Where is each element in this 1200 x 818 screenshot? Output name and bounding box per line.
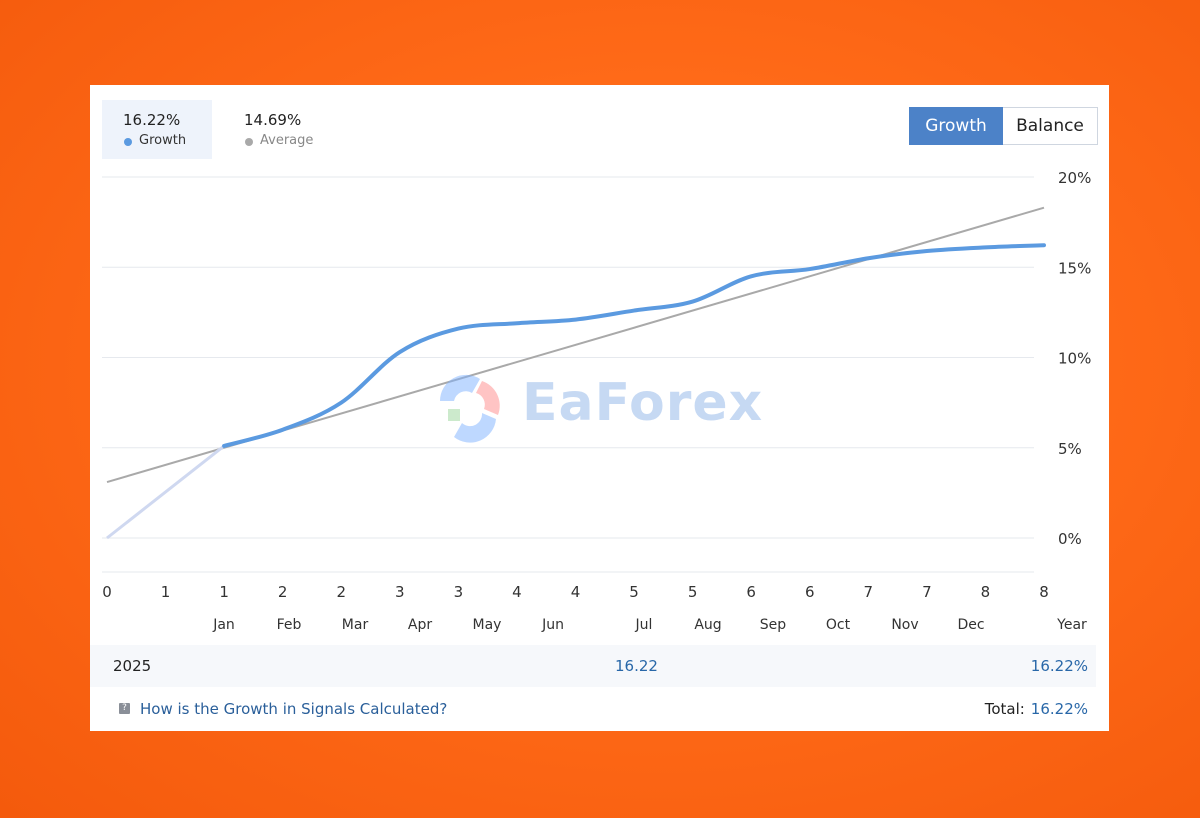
x-tick-label: 5 [629, 583, 639, 601]
month-label: Year [1056, 617, 1087, 633]
month-label: Apr [408, 617, 432, 633]
watermark-text: EaForex [522, 373, 764, 433]
watermark: EaForex [430, 371, 770, 445]
month-label: Jun [541, 617, 564, 633]
x-tick-label: 0 [102, 583, 112, 601]
y-tick-label: 20% [1058, 169, 1091, 187]
x-tick-label: 6 [746, 583, 756, 601]
x-tick-label: 4 [571, 583, 581, 601]
month-label: Feb [277, 617, 302, 633]
month-label: Sep [760, 617, 787, 633]
growth-dot-icon [124, 138, 132, 146]
x-tick-label: 3 [454, 583, 464, 601]
month-label: Mar [342, 617, 369, 633]
help-icon[interactable]: ? [119, 703, 130, 714]
balance-toggle-button[interactable]: Balance [1003, 107, 1098, 145]
total-summary: Total: 16.22% [985, 700, 1088, 718]
x-tick-label: 6 [805, 583, 815, 601]
summary-year: 2025 [113, 657, 152, 675]
total-label: Total: [984, 700, 1025, 718]
y-tick-label: 5% [1058, 440, 1082, 458]
month-label: Dec [957, 617, 984, 633]
growth-series-start-segment [106, 444, 226, 540]
summary-value: 16.22 [615, 657, 658, 675]
summary-total: 16.22% [1030, 657, 1088, 675]
growth-stat-value: 16.22% [123, 111, 181, 129]
month-label: Aug [694, 617, 721, 633]
chart-card: 16.22% Growth 14.69% Average Growth Bala… [90, 85, 1109, 731]
growth-stat-label: Growth [139, 133, 187, 148]
average-stat-value: 14.69% [244, 111, 302, 129]
x-tick-label: 7 [922, 583, 932, 601]
month-label: Oct [826, 617, 851, 633]
growth-stat[interactable]: 16.22% Growth [102, 100, 212, 159]
growth-series-line [222, 243, 1046, 448]
y-tick-label: 15% [1058, 259, 1091, 277]
help-link[interactable]: How is the Growth in Signals Calculated? [140, 700, 448, 718]
x-tick-label: 4 [512, 583, 522, 601]
x-tick-label: 7 [864, 583, 874, 601]
summary-row: 2025 16.22 16.22% [90, 645, 1096, 687]
month-label: May [473, 617, 502, 633]
month-label: Jan [212, 617, 235, 633]
average-dot-icon [245, 138, 253, 146]
x-tick-label: 2 [278, 583, 288, 601]
growth-toggle-button[interactable]: Growth [909, 107, 1003, 145]
x-tick-label: 1 [161, 583, 171, 601]
x-tick-label: 8 [981, 583, 991, 601]
y-tick-label: 10% [1058, 350, 1091, 368]
x-tick-label: 1 [219, 583, 229, 601]
x-tick-label: 3 [395, 583, 405, 601]
average-stat-label: Average [260, 133, 314, 148]
month-label: Jul [635, 617, 653, 633]
month-label: Nov [891, 617, 918, 633]
average-stat[interactable]: 14.69% Average [223, 100, 333, 159]
total-value: 16.22% [1030, 700, 1088, 718]
y-tick-label: 0% [1058, 530, 1082, 548]
x-tick-label: 2 [336, 583, 346, 601]
x-tick-label: 8 [1039, 583, 1049, 601]
growth-chart: 20% 15% 10% 5% 0% 0 1 1 2 2 3 3 4 4 5 5 6 6 7 7 8 8 Jan Feb Ma… [102, 169, 1091, 633]
watermark-logo-icon [439, 374, 500, 443]
x-tick-label: 5 [688, 583, 698, 601]
